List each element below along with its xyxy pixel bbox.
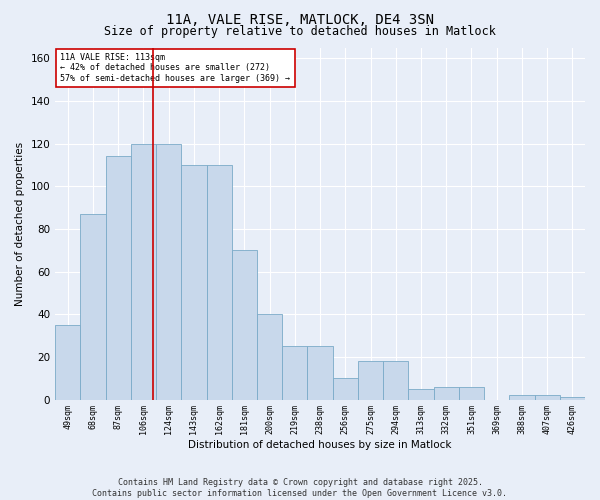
- Bar: [131, 144, 156, 400]
- Text: Size of property relative to detached houses in Matlock: Size of property relative to detached ho…: [104, 25, 496, 38]
- Bar: [459, 387, 484, 400]
- Bar: [181, 165, 206, 400]
- Bar: [535, 396, 560, 400]
- Text: 11A VALE RISE: 113sqm
← 42% of detached houses are smaller (272)
57% of semi-det: 11A VALE RISE: 113sqm ← 42% of detached …: [61, 53, 290, 82]
- Text: 11A, VALE RISE, MATLOCK, DE4 3SN: 11A, VALE RISE, MATLOCK, DE4 3SN: [166, 12, 434, 26]
- Bar: [358, 361, 383, 400]
- Bar: [232, 250, 257, 400]
- Bar: [307, 346, 332, 400]
- Bar: [156, 144, 181, 400]
- Bar: [560, 398, 585, 400]
- Bar: [282, 346, 307, 400]
- Bar: [206, 165, 232, 400]
- Text: Contains HM Land Registry data © Crown copyright and database right 2025.
Contai: Contains HM Land Registry data © Crown c…: [92, 478, 508, 498]
- Bar: [434, 387, 459, 400]
- Bar: [106, 156, 131, 400]
- Bar: [332, 378, 358, 400]
- Bar: [257, 314, 282, 400]
- Bar: [409, 389, 434, 400]
- Bar: [509, 396, 535, 400]
- Bar: [383, 361, 409, 400]
- Bar: [55, 325, 80, 400]
- X-axis label: Distribution of detached houses by size in Matlock: Distribution of detached houses by size …: [188, 440, 452, 450]
- Y-axis label: Number of detached properties: Number of detached properties: [15, 142, 25, 306]
- Bar: [80, 214, 106, 400]
